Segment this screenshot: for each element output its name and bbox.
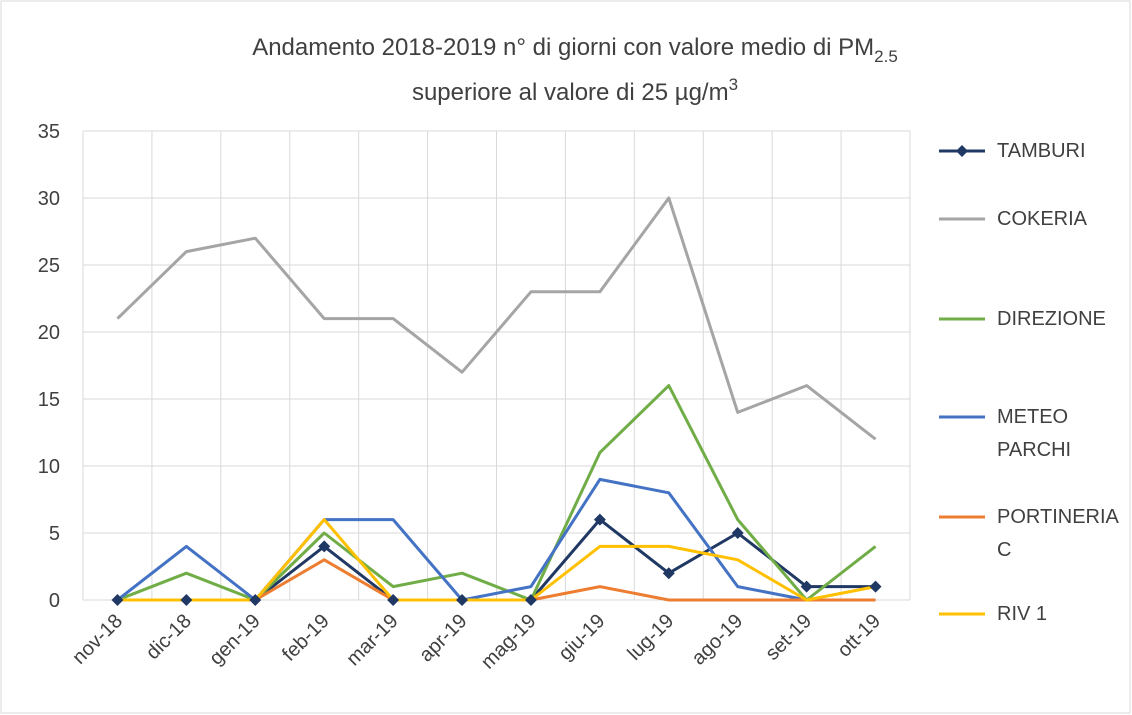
legend-item: COKERIA [935, 203, 1125, 236]
chart-title: Andamento 2018-2019 n° di giorni con val… [252, 34, 898, 66]
legend-label: PORTINERIA C [997, 506, 1118, 561]
x-tick-label: apr-19 [415, 610, 471, 666]
data-point [111, 594, 124, 606]
y-tick-label: 0 [49, 590, 60, 612]
data-point [456, 594, 469, 606]
legend-item: DIREZIONE [935, 303, 1125, 336]
y-tick-label: 10 [38, 456, 60, 478]
legend-swatch [939, 217, 985, 221]
legend-label: RIV 1 [997, 603, 1048, 625]
x-tick-label: gen-19 [205, 610, 265, 670]
x-tick-label: nov-18 [68, 610, 127, 669]
chart-title: superiore al valore di 25 µg/m3 [412, 75, 738, 106]
legend-label: DIREZIONE [997, 308, 1106, 330]
x-tick-label: mag-19 [477, 610, 541, 674]
series-line [116, 477, 876, 602]
legend-swatch [939, 415, 985, 419]
title-superscript: 3 [729, 75, 738, 94]
x-tick-label: giu-19 [555, 610, 610, 665]
data-point [524, 594, 537, 606]
data-point [869, 580, 882, 593]
y-tick-label: 5 [49, 523, 60, 545]
x-tick-label: feb-19 [278, 610, 334, 666]
legend-swatch [939, 612, 985, 616]
series-line [117, 518, 876, 602]
data-point [593, 513, 606, 526]
x-tick-label: dic-18 [142, 610, 196, 664]
x-tick-label: set-19 [761, 610, 816, 665]
data-point [387, 594, 400, 606]
legend-swatch [939, 317, 985, 321]
data-point [318, 540, 331, 553]
y-tick-label: 20 [38, 322, 60, 344]
legend-item: PORTINERIA C [935, 501, 1125, 567]
legend-label: TAMBURI [997, 140, 1086, 162]
x-tick-label: lug-19 [623, 610, 678, 665]
data-point [800, 580, 813, 593]
x-tick-label: mar-19 [342, 610, 402, 670]
y-tick-label: 30 [38, 188, 60, 210]
legend-swatch [939, 145, 985, 157]
legend-label: METEO PARCHI [997, 406, 1072, 461]
series-line [116, 196, 877, 441]
legend-label: COKERIA [997, 208, 1088, 230]
data-point [731, 527, 744, 539]
y-tick-label: 35 [38, 121, 60, 143]
y-tick-label: 25 [38, 255, 60, 277]
legend-marker [956, 145, 968, 157]
title-line1: Andamento 2018-2019 n° di giorni con val… [252, 34, 874, 61]
x-tick-label: ott-19 [833, 610, 885, 662]
data-point [662, 567, 675, 580]
legend-swatch [939, 515, 985, 519]
legend-item: RIV 1 [935, 598, 1125, 631]
legend-item: METEO PARCHI [935, 401, 1125, 467]
title-line2: superiore al valore di 25 µg/m [412, 79, 729, 106]
data-point [249, 594, 262, 606]
y-tick-label: 15 [38, 389, 60, 411]
x-tick-label: ago-19 [688, 610, 748, 670]
legend-item: TAMBURI [935, 135, 1125, 168]
data-point [180, 594, 193, 606]
series-line [116, 384, 877, 602]
title-subscript: 2.5 [874, 47, 898, 66]
